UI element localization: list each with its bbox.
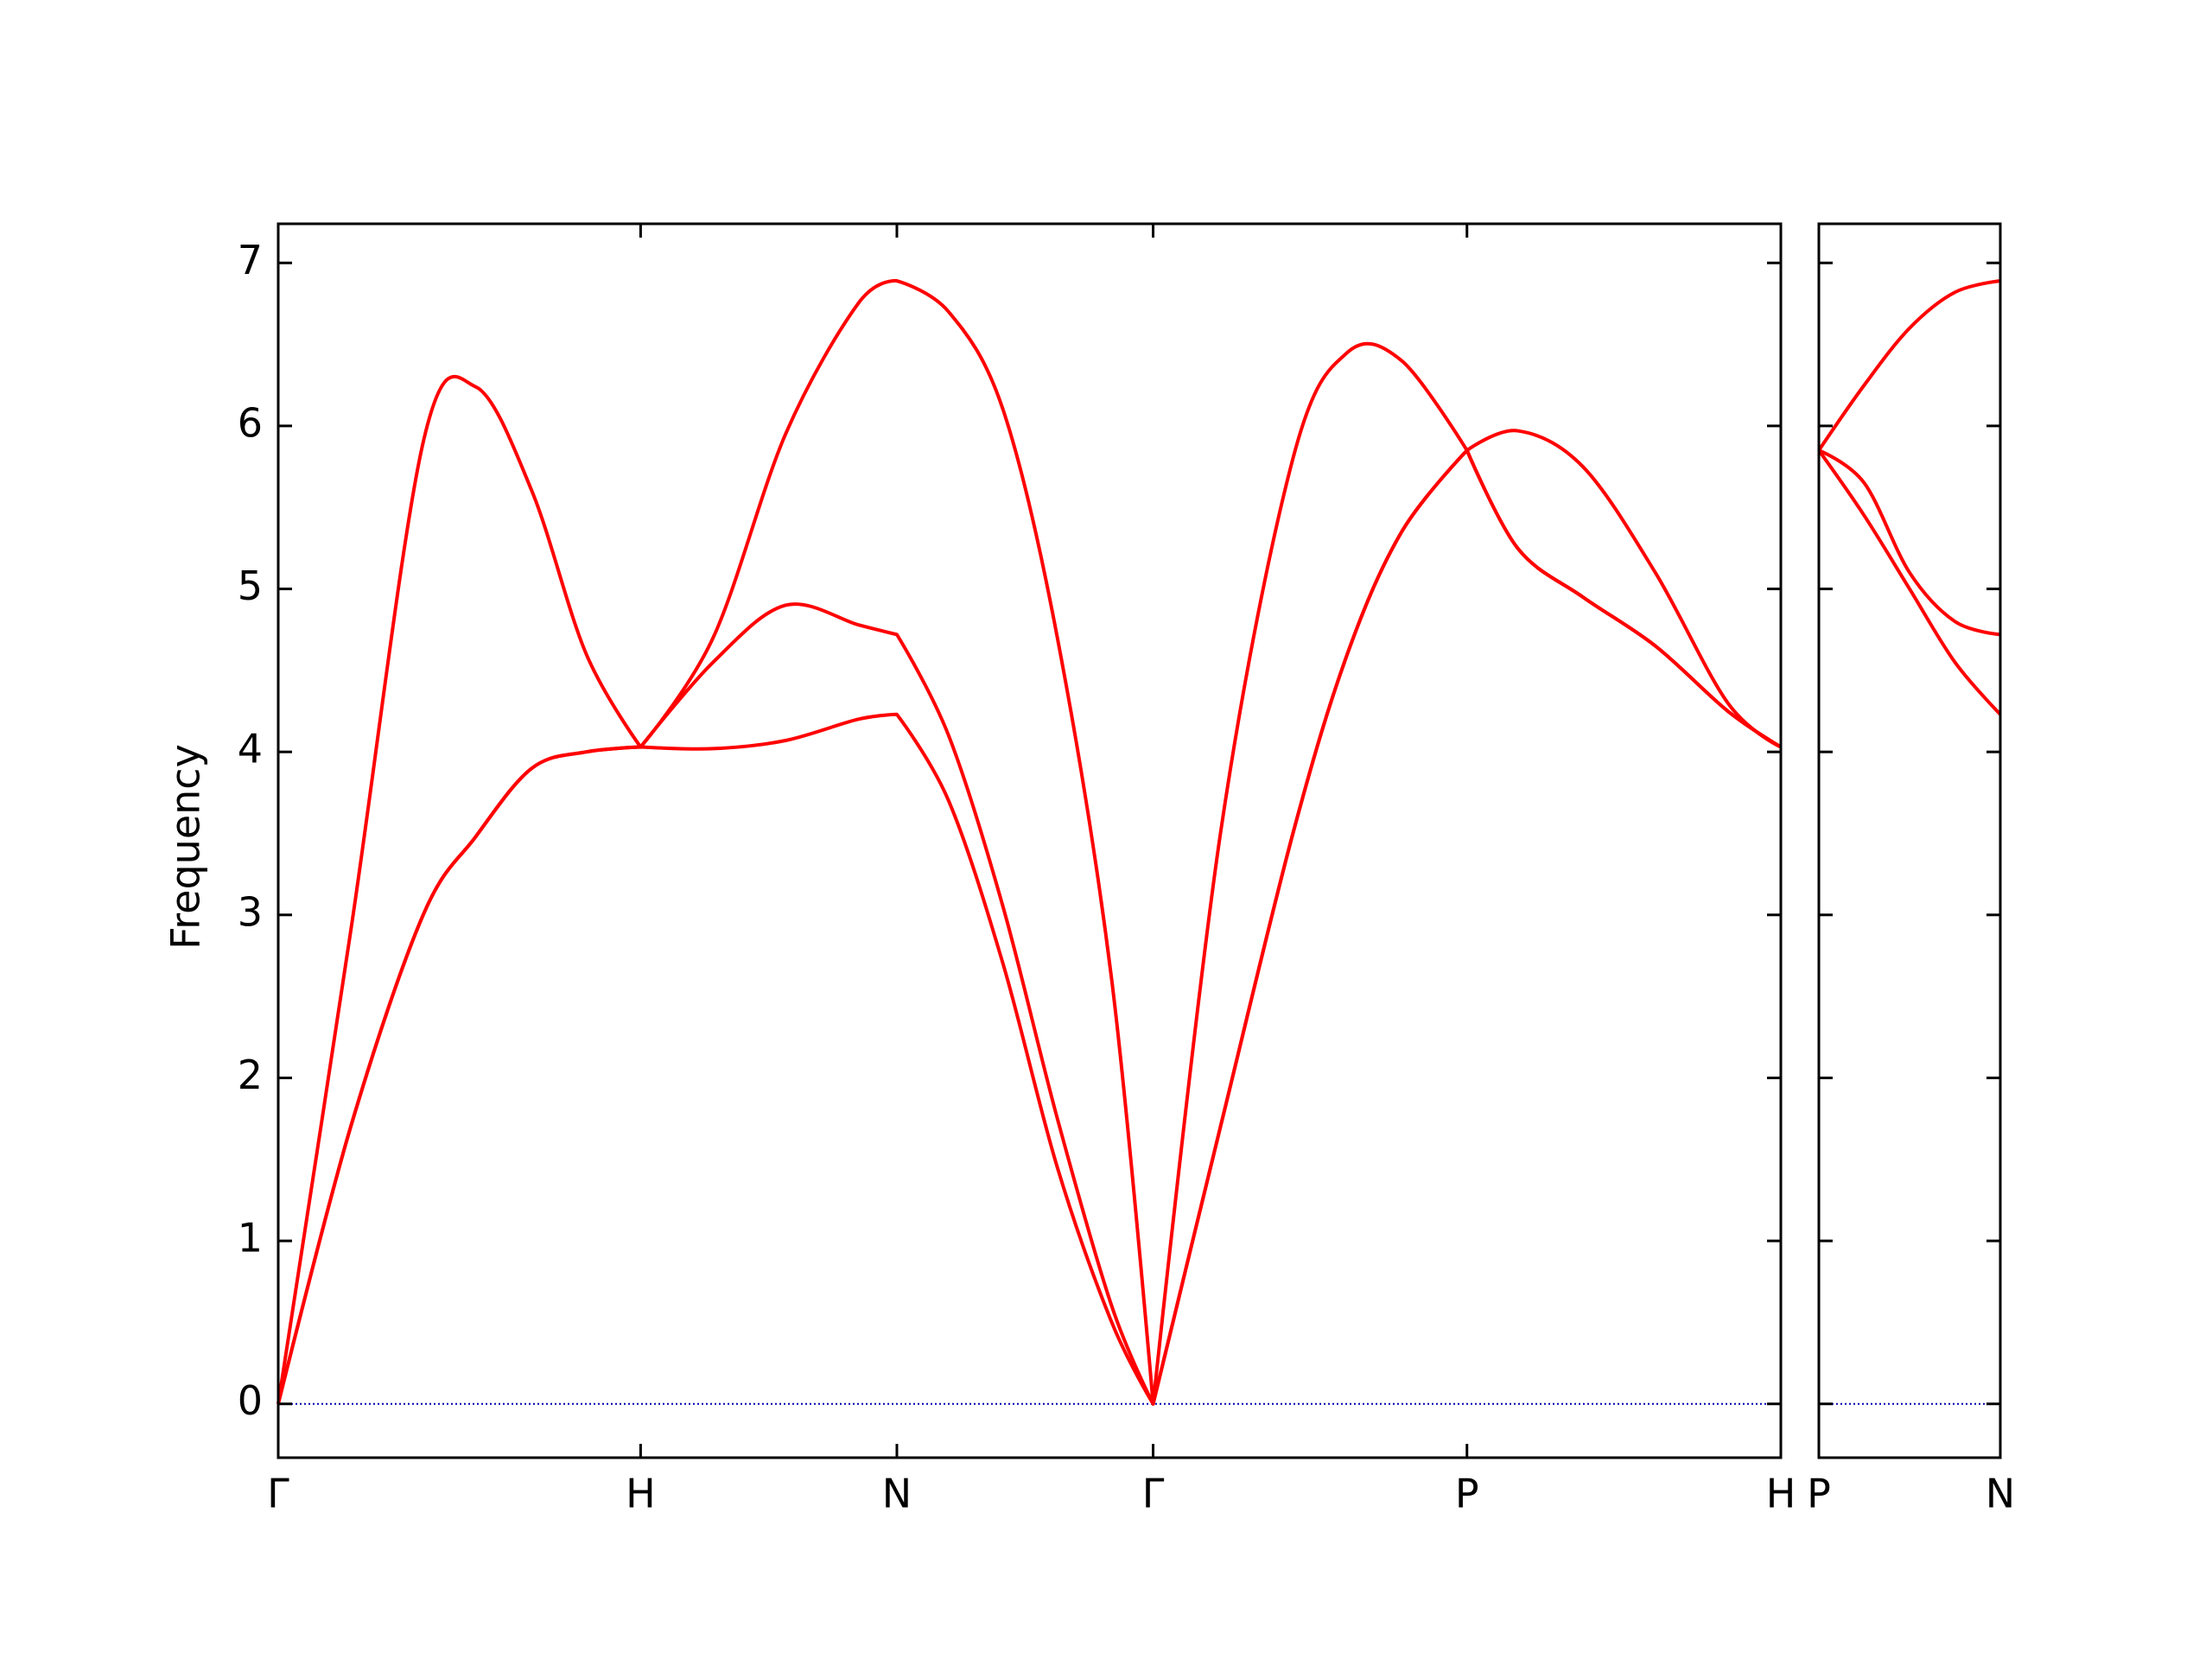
x-tick-label: N	[882, 1471, 912, 1517]
y-tick-label: 6	[238, 399, 263, 446]
x-tick-label: H	[1766, 1471, 1796, 1517]
y-tick-label: 3	[238, 888, 263, 935]
band-line	[1817, 279, 2001, 452]
y-tick-label: 1	[238, 1215, 263, 1262]
band-line	[276, 278, 1782, 1406]
x-tick-label: N	[1986, 1471, 2015, 1517]
x-tick-label: Γ	[1142, 1471, 1165, 1517]
y-tick-label: 2	[238, 1052, 263, 1098]
x-tick-label: H	[626, 1471, 656, 1517]
band-line	[276, 448, 1783, 1406]
x-tick-label: P	[1807, 1471, 1831, 1517]
band-line	[1817, 449, 2002, 716]
y-tick-label: 0	[238, 1377, 263, 1424]
band-line	[276, 448, 1783, 1406]
y-tick-label: 7	[238, 237, 263, 283]
plot-frame	[1817, 222, 2002, 1459]
plot-frame	[276, 222, 1783, 1459]
x-tick-label: Γ	[267, 1471, 289, 1517]
y-tick-label: 4	[238, 726, 263, 772]
band-line	[1818, 448, 2001, 637]
x-tick-label: P	[1455, 1471, 1479, 1517]
y-axis-label: Frequency	[162, 744, 209, 950]
y-tick-label: 5	[238, 563, 263, 609]
